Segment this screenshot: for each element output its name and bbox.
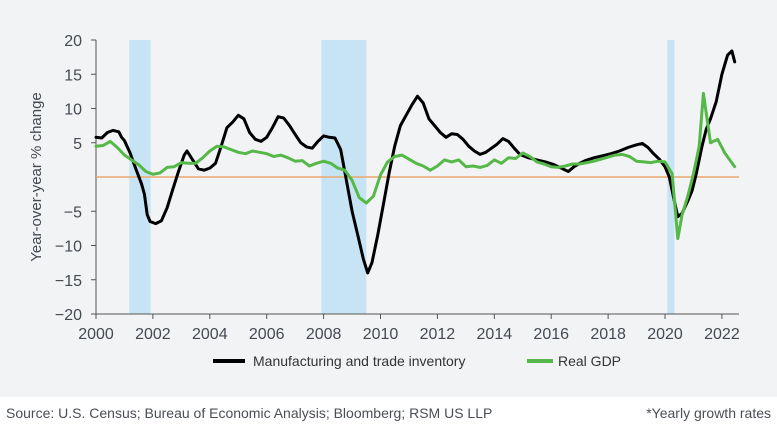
- x-tick-label: 2022: [704, 326, 740, 343]
- x-tick-label: 2008: [306, 326, 342, 343]
- growth-rate-note: *Yearly growth rates: [646, 405, 771, 421]
- x-tick-label: 2016: [533, 326, 569, 343]
- y-tick-label: −10: [55, 239, 82, 256]
- x-tick-label: 2010: [363, 326, 399, 343]
- y-tick-label: 15: [64, 67, 82, 84]
- y-tick-label: 20: [64, 33, 82, 50]
- y-tick-label: 10: [64, 102, 82, 119]
- x-tick-label: 2004: [192, 326, 228, 343]
- y-tick-label: 5: [73, 136, 82, 153]
- x-tick-label: 2006: [249, 326, 285, 343]
- series-line-real-gdp: [94, 91, 737, 241]
- series-line-inventory: [94, 49, 737, 275]
- y-axis-label: Year-over-year % change: [28, 92, 45, 262]
- source-note: Source: U.S. Census; Bureau of Economic …: [6, 405, 493, 421]
- x-tick-label: 2012: [420, 326, 456, 343]
- x-tick-label: 2020: [647, 326, 683, 343]
- x-tick-label: 2014: [477, 326, 513, 343]
- y-tick-label: −20: [55, 307, 82, 324]
- legend-inventory-label: Manufacturing and trade inventory: [253, 353, 465, 369]
- x-tick-label: 2018: [590, 326, 626, 343]
- y-tick-label: −5: [64, 204, 82, 221]
- legend-real-gdp-label: Real GDP: [558, 353, 621, 369]
- chart-panel: 20 15 10 5 −5 −10 −15 −20 2000 2002 2004 2006 2008 20…: [0, 0, 777, 397]
- x-tick-label: 2002: [135, 326, 171, 343]
- y-tick-label: −15: [55, 273, 82, 290]
- x-tick-label: 2000: [78, 326, 114, 343]
- chart: 20 15 10 5 −5 −10 −15 −20 2000 2002 2004 2006 2008 20…: [28, 33, 740, 369]
